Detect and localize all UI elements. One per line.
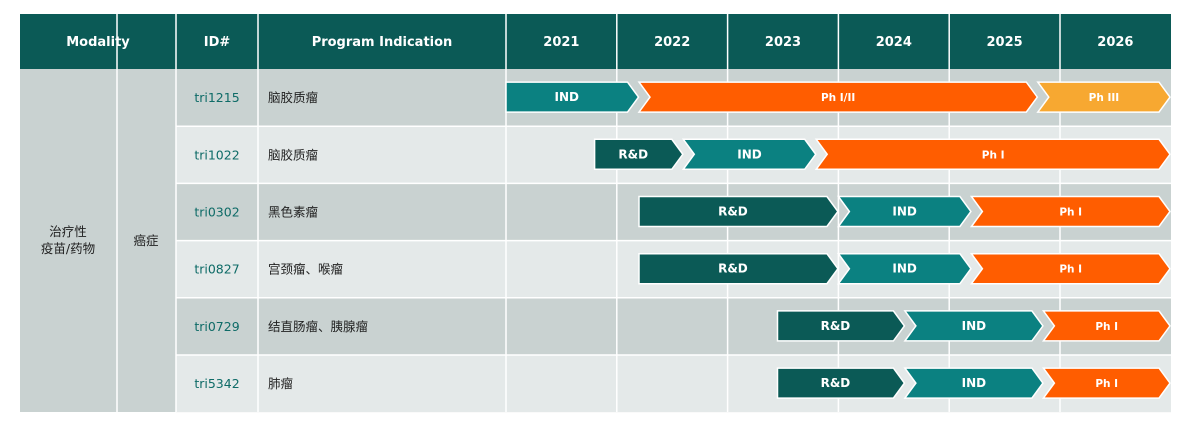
phase-label: Ph I	[1059, 264, 1082, 276]
header-year-2024: 2024	[876, 35, 912, 50]
phase-label: R&D	[618, 147, 648, 161]
program-id: tri0729	[194, 319, 239, 334]
phase-label: IND	[892, 205, 917, 219]
phase-bar-r-d	[593, 138, 684, 171]
phase-bar-r-d	[776, 310, 906, 342]
phase-label: R&D	[718, 262, 748, 276]
phase-label: IND	[962, 376, 987, 390]
program-indication: 结直肠瘤、胰腺瘤	[268, 319, 369, 334]
header-year-2021: 2021	[543, 35, 579, 50]
phase-bar-ind	[681, 138, 817, 171]
program-indication: 脑胶质瘤	[268, 147, 319, 162]
phase-label: Ph I	[1095, 321, 1118, 333]
phase-label: IND	[554, 90, 579, 104]
program-id: tri5342	[194, 376, 239, 391]
phase-label: R&D	[718, 205, 748, 219]
header-modality: Modality	[66, 35, 130, 50]
phase-bar-ind	[836, 252, 972, 285]
phase-bar-r-d	[776, 367, 906, 399]
modality-line-1: 治疗性	[49, 224, 87, 239]
phase-bars: IND Ph I/II Ph III R&D IND Ph I R&D IND Ph I R&D I…	[505, 81, 1171, 399]
phase-bar-ph-i	[969, 252, 1171, 285]
modality-cell	[20, 69, 117, 412]
phase-label: Ph I/II	[821, 92, 855, 104]
phase-bar-ind	[836, 195, 972, 228]
header-program-indication: Program Indication	[312, 35, 453, 50]
header-id: ID#	[204, 35, 231, 50]
phase-bar-ph-i	[969, 195, 1171, 228]
header-year-2026: 2026	[1097, 35, 1133, 50]
program-id: tri1022	[194, 147, 239, 162]
header-bar	[20, 14, 1171, 69]
phase-label: R&D	[821, 319, 851, 333]
phase-bar-r-d	[638, 252, 839, 285]
phase-label: Ph I	[1059, 207, 1082, 219]
phase-bar-ph-i	[1041, 367, 1171, 399]
phase-bar-ind	[903, 367, 1044, 399]
program-id: tri1215	[194, 90, 239, 105]
program-indication: 宫颈瘤、喉瘤	[268, 262, 344, 277]
modality-line-2: 疫苗/药物	[41, 241, 95, 256]
phase-bar-ind	[903, 310, 1044, 342]
phase-label: Ph I	[982, 149, 1005, 161]
header-year-2023: 2023	[765, 35, 801, 50]
phase-label: Ph III	[1089, 92, 1120, 104]
table-header: Modality ID# Program Indication 2021 2022…	[20, 14, 1171, 69]
header-year-2025: 2025	[987, 35, 1023, 50]
program-indication: 脑胶质瘤	[268, 90, 319, 105]
phase-label: IND	[962, 319, 987, 333]
phase-label: R&D	[821, 376, 851, 390]
phase-label: Ph I	[1095, 378, 1118, 390]
phase-bar-ind	[505, 81, 640, 113]
program-indication: 黑色素瘤	[268, 205, 319, 220]
phase-label: IND	[737, 147, 762, 161]
program-rows: tri1215 脑胶质瘤 tri1022 脑胶质瘤 tri0302 黑色素瘤 tri0827…	[116, 14, 1171, 412]
program-indication: 肺瘤	[268, 376, 294, 391]
phase-label: IND	[892, 262, 917, 276]
modality-column: 治疗性 疫苗/药物 癌症	[20, 69, 176, 412]
program-id: tri0827	[194, 262, 239, 277]
header-year-2022: 2022	[654, 35, 690, 50]
category-label: 癌症	[133, 233, 158, 248]
phase-bar-ph-i	[814, 138, 1171, 171]
phase-bar-ph-iii	[1036, 81, 1171, 113]
phase-bar-ph-i-ii	[637, 81, 1039, 113]
program-id: tri0302	[194, 205, 239, 220]
phase-bar-ph-i	[1041, 310, 1171, 342]
category-cell	[117, 69, 176, 412]
phase-bar-r-d	[638, 195, 839, 228]
